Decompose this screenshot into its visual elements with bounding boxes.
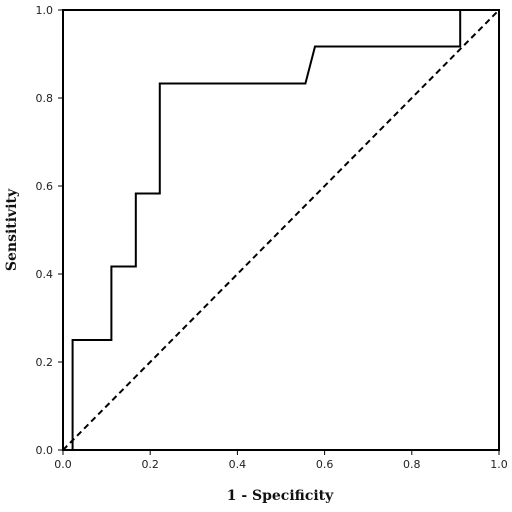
y-tick-label: 0.0 <box>36 444 54 457</box>
series-layer <box>62 9 500 451</box>
x-tick-label: 0.4 <box>229 458 247 471</box>
plot-frame <box>62 9 500 451</box>
axis-tick-labels: 0.0 0.2 0.4 0.6 0.8 1.0 0.0 0.2 0.4 0.6 0.8 1.0 <box>36 4 508 471</box>
axis-ticks <box>58 9 500 455</box>
y-tick-label: 0.6 <box>36 180 54 193</box>
x-tick-label: 0.8 <box>403 458 421 471</box>
roc-curve-line <box>71 9 499 450</box>
y-tick-label: 0.4 <box>36 268 54 281</box>
x-tick-label: 0.0 <box>54 458 72 471</box>
x-axis-title: 1 - Specificity <box>227 488 334 504</box>
y-axis-title: Sensitivity <box>4 188 20 271</box>
y-tick-label: 0.8 <box>36 92 54 105</box>
x-tick-label: 1.0 <box>490 458 508 471</box>
x-tick-label: 0.6 <box>316 458 334 471</box>
x-tick-label: 0.2 <box>141 458 159 471</box>
reference-diagonal-line <box>62 9 500 451</box>
y-tick-label: 0.2 <box>36 356 54 369</box>
y-tick-label: 1.0 <box>36 4 54 17</box>
